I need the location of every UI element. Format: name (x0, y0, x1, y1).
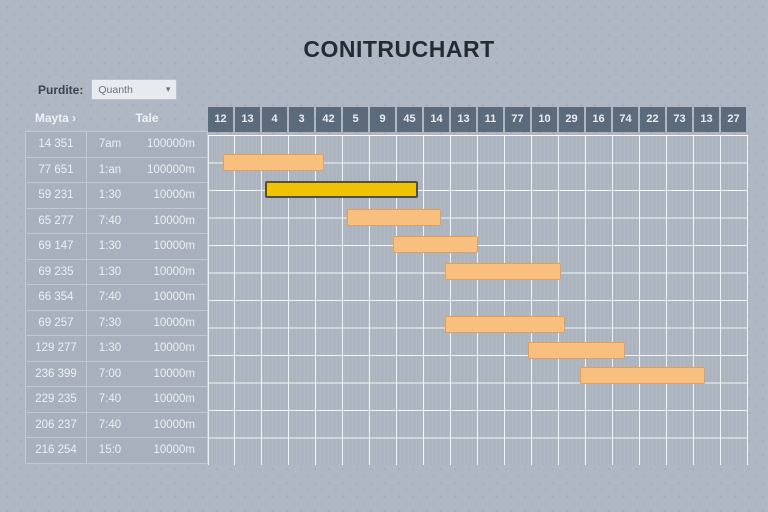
gantt-bar[interactable] (528, 342, 625, 359)
task-distance: 10000m (153, 393, 195, 406)
timeline-cell: 45 (397, 107, 422, 132)
task-distance: 10000m (153, 265, 195, 278)
table-row[interactable]: 129 277 1:30 10000m (26, 336, 207, 362)
gantt-bar[interactable] (445, 316, 565, 333)
gantt-bar[interactable] (347, 209, 441, 226)
page-title: CONITRUCHART (303, 36, 495, 62)
table-row[interactable]: 14 351 7am 100000m (26, 132, 207, 158)
timeline-cell: 12 (208, 107, 233, 132)
task-table-body: 14 351 7am 100000m 77 651 1:an 100000m 59 231 1… (25, 131, 208, 464)
task-id: 69 257 (26, 310, 87, 335)
timeline-cell: 9 (370, 107, 395, 132)
timeline-cell: 77 (505, 107, 530, 132)
task-time: 7:40 (98, 393, 122, 406)
task-distance: 10000m (153, 444, 195, 457)
task-time: 1:an (98, 163, 122, 176)
timeline-header: 12 13 4 3 42 5 9 45 14 13 11 77 10 29 16 74 22 73 13 27 (208, 107, 746, 132)
timeline-cell: 5 (343, 107, 368, 132)
column-header-tale[interactable]: Tale (135, 111, 159, 125)
table-row[interactable]: 69 147 1:30 10000m (26, 234, 207, 260)
table-row[interactable]: 65 277 7:40 10000m (26, 208, 207, 234)
timeline-cell: 27 (721, 107, 746, 132)
gantt-bar[interactable] (223, 154, 324, 171)
timeline-cell: 10 (532, 107, 557, 132)
table-row[interactable]: 66 354 7:40 10000m (26, 285, 207, 311)
timeline-cell: 13 (235, 107, 260, 132)
task-time: 1:30 (98, 189, 122, 202)
task-distance: 10000m (153, 367, 195, 380)
task-time: 7am (98, 138, 122, 151)
task-distance: 100000m (147, 163, 195, 176)
task-time: 1:30 (98, 240, 122, 253)
timeline-cell: 42 (316, 107, 341, 132)
task-distance: 10000m (153, 291, 195, 304)
column-header-mayta[interactable]: Mayta › (34, 111, 77, 125)
task-table: Mayta › Tale 14 351 7am 100000m 77 651 1:an 1… (25, 105, 208, 464)
task-id: 69 235 (26, 259, 87, 284)
timeline-cell: 13 (451, 107, 476, 132)
timeline-cell: 22 (640, 107, 665, 132)
task-id: 65 277 (26, 208, 87, 233)
task-time: 15:0 (98, 444, 122, 457)
task-time: 7:40 (98, 291, 122, 304)
gantt-bar[interactable] (580, 367, 705, 384)
task-table-header: Mayta › Tale (25, 105, 208, 131)
table-row[interactable]: 206 237 7:40 10000m (26, 412, 207, 438)
timeline-cell: 13 (694, 107, 719, 132)
timeline-cell: 73 (667, 107, 692, 132)
task-time: 7:30 (98, 316, 122, 329)
task-distance: 10000m (153, 418, 195, 431)
task-id: 236 399 (26, 361, 87, 386)
task-time: 1:30 (98, 342, 122, 355)
view-control: Purdite: Quanth ▾ (38, 79, 178, 100)
dropdown-value: Quanth (98, 83, 133, 96)
chevron-down-icon: ▾ (165, 84, 171, 94)
timeline-cell: 16 (586, 107, 611, 132)
task-id: 206 237 (26, 412, 87, 437)
task-time: 7:40 (98, 214, 122, 227)
task-time: 7:00 (98, 367, 122, 380)
task-distance: 10000m (153, 316, 195, 329)
timeline-cell: 3 (289, 107, 314, 132)
timeline-cell: 74 (613, 107, 638, 132)
task-distance: 10000m (153, 342, 195, 355)
task-distance: 10000m (153, 240, 195, 253)
timeline-cell: 14 (424, 107, 449, 132)
gantt-chart (208, 135, 748, 465)
table-row[interactable]: 236 399 7:00 10000m (26, 361, 207, 387)
table-row[interactable]: 77 651 1:an 100000m (26, 157, 207, 183)
table-row[interactable]: 59 231 1:30 10000m (26, 183, 207, 209)
task-id: 69 147 (26, 234, 87, 259)
timeline-cell: 4 (262, 107, 287, 132)
task-id: 77 651 (26, 157, 87, 182)
task-id: 14 351 (26, 132, 87, 157)
gantt-bar[interactable] (393, 236, 478, 253)
task-id: 229 235 (26, 387, 87, 412)
table-row[interactable]: 229 235 7:40 10000m (26, 387, 207, 413)
table-row[interactable]: 69 235 1:30 10000m (26, 259, 207, 285)
gantt-bar[interactable] (445, 263, 561, 280)
task-distance: 10000m (153, 189, 195, 202)
table-row[interactable]: 216 254 15:0 10000m (26, 438, 207, 464)
task-id: 129 277 (26, 336, 87, 361)
task-time: 7:40 (98, 418, 122, 431)
gantt-bar-selected[interactable] (265, 181, 418, 198)
task-id: 216 254 (26, 438, 87, 463)
timeline-cell: 11 (478, 107, 503, 132)
task-id: 59 231 (26, 183, 87, 208)
task-id: 66 354 (26, 285, 87, 310)
task-time: 1:30 (98, 265, 122, 278)
table-row[interactable]: 69 257 7:30 10000m (26, 310, 207, 336)
period-dropdown[interactable]: Quanth ▾ (91, 79, 178, 100)
timeline-cell: 29 (559, 107, 584, 132)
task-distance: 100000m (147, 138, 195, 151)
dropdown-label: Purdite: (38, 82, 84, 97)
task-distance: 10000m (153, 214, 195, 227)
